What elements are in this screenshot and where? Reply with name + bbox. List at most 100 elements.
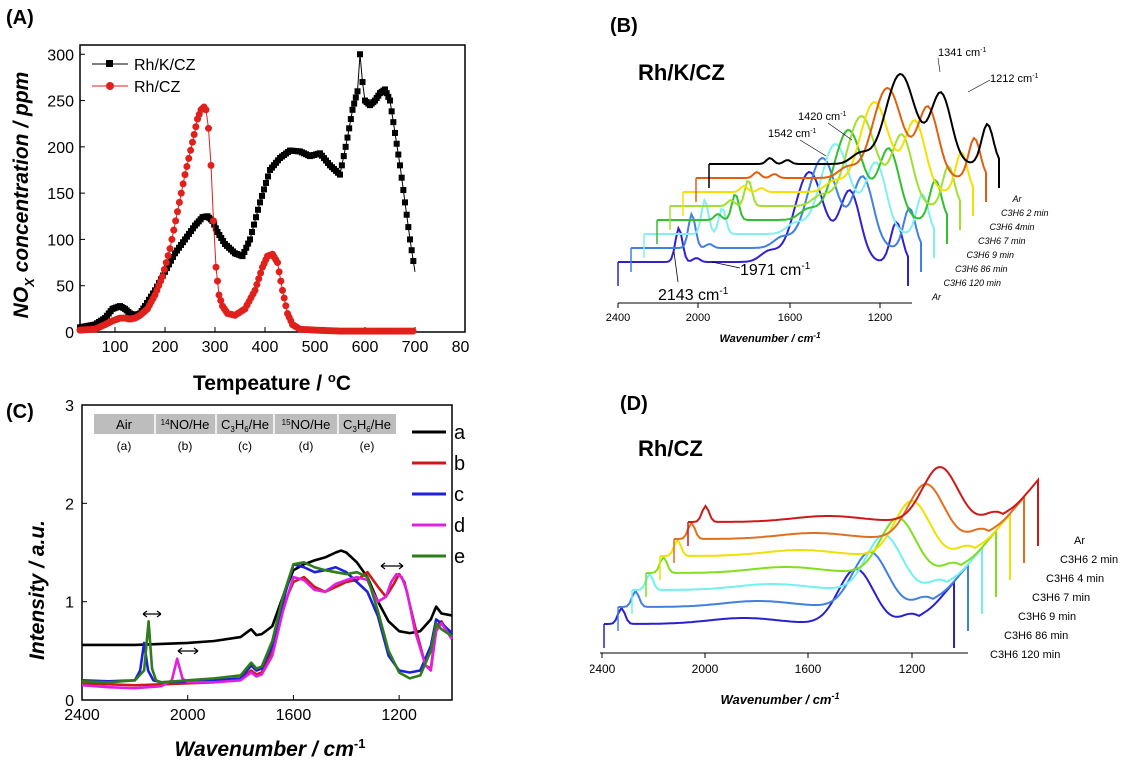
step-b-letter: (b) xyxy=(178,439,193,453)
panel-c-label: (C) xyxy=(6,401,34,423)
panel-a-ytick-label: 0 xyxy=(65,325,74,342)
panel-d-title: Rh/CZ xyxy=(638,436,703,461)
panel-a-ylabel-rest: concentration / ppm xyxy=(10,72,33,279)
panel-a-point-rhkcz xyxy=(397,162,403,169)
panel-a-point-rhcz xyxy=(214,277,221,285)
panel-a-point-rhkcz xyxy=(402,199,408,206)
panel-d-label: (D) xyxy=(620,393,648,415)
panel-c-series-d xyxy=(81,572,454,690)
legend-label-b: b xyxy=(454,453,465,475)
panel-c-xtick-label: 2000 xyxy=(170,707,206,724)
step-a-name: Air xyxy=(116,417,133,432)
panel-b-xtick-label: 2000 xyxy=(686,312,710,324)
panel-b-xtick-label: 1600 xyxy=(778,312,802,324)
panel-c-ticks: 2400 2000 1600 1200 0 1 2 3 xyxy=(64,398,417,724)
panel-a-point-rhcz xyxy=(255,275,263,283)
panel-a-series-line-1 xyxy=(79,106,415,332)
panel-d-curve-6 xyxy=(688,466,1039,546)
panel-a-point-rhcz xyxy=(166,245,174,253)
panel-d-curve-3 xyxy=(646,517,997,597)
panel-a-point-rhkcz xyxy=(347,116,354,123)
panel-b-curve-1 xyxy=(631,156,922,272)
panel-b-curve-5 xyxy=(683,100,974,216)
legend-label-a: a xyxy=(454,422,466,444)
panel-b-ticks: 2400 2000 1600 1200 xyxy=(606,303,892,324)
panel-a-xtick-label: 500 xyxy=(302,339,329,356)
legend-marker-rhkcz xyxy=(106,60,113,67)
panel-a-point-rhkcz xyxy=(354,88,361,95)
panel-a-point-rhcz xyxy=(253,281,261,289)
panel-a-point-rhcz xyxy=(160,266,168,274)
panel-b-title: Rh/K/CZ xyxy=(638,60,725,85)
panel-b-xlabel-sup: -1 xyxy=(813,331,821,340)
panel-a-point-rhkcz xyxy=(359,79,366,86)
panel-b-curve-6 xyxy=(696,86,987,202)
panel-b-series-labels: Ar C3H6 2 min C3H6 4min C3H6 7 min C3H6 9 mi… xyxy=(931,194,1049,302)
panel-d-series-label: C3H6 9 min xyxy=(1018,611,1076,623)
panel-b-curve-7 xyxy=(709,72,1000,188)
panel-a-point-rhcz xyxy=(172,217,180,225)
panel-a-plot-frame xyxy=(79,44,466,333)
panel-a-point-rhcz xyxy=(280,294,288,302)
panel-a-point-rhcz xyxy=(202,106,210,114)
panel-d-series-label: C3H6 120 min xyxy=(990,649,1060,661)
panel-a-xlabel-main: Tempeature / xyxy=(193,372,328,395)
panel-a-point-rhcz xyxy=(177,189,185,197)
panel-a-point-rhkcz xyxy=(392,129,398,136)
panel-a-point-rhcz xyxy=(190,130,198,138)
panel-a-point-rhkcz xyxy=(400,187,407,194)
panel-a-point-rhkcz xyxy=(243,244,250,251)
panel-b-series-label: C3H6 9 min xyxy=(967,250,1015,260)
panel-b-label: (B) xyxy=(610,15,638,37)
step-c-name: C3H6/He xyxy=(221,417,269,434)
panel-a-point-rhkcz xyxy=(337,171,343,178)
panel-a-point-rhcz xyxy=(207,161,215,169)
panel-b-series-label: C3H6 7 min xyxy=(978,236,1026,246)
step-e-letter: (e) xyxy=(360,439,375,453)
panel-a-point-rhkcz xyxy=(255,206,261,213)
panel-d-curve-2 xyxy=(632,534,983,614)
panel-d-series-label: Ar xyxy=(1074,535,1085,547)
panel-a-point-rhcz xyxy=(189,138,196,146)
panel-c-series-a xyxy=(82,549,453,647)
panel-d-chart: (D) Rh/CZ 2400 2000 1600 1200 Wavenumber / … xyxy=(590,393,1118,707)
panel-a-point-rhkcz xyxy=(253,214,259,221)
panel-c-ytick-label: 2 xyxy=(65,496,74,513)
panel-b-series-label: Ar xyxy=(1012,194,1023,204)
panel-d-series-label: C3H6 7 min xyxy=(1032,592,1090,604)
panel-a-point-rhkcz xyxy=(239,253,246,260)
panel-c-ytick-label: 3 xyxy=(65,398,74,415)
panel-a-x-axis-title: Tempeature / oC xyxy=(193,370,351,395)
legend-label-rhcz: Rh/CZ xyxy=(134,79,180,96)
panel-c-xtick-label: 1600 xyxy=(276,707,312,724)
panel-a-point-rhcz xyxy=(159,272,166,280)
panel-d-series-labels: Ar C3H6 2 min C3H6 4 min C3H6 7 min C3H6 9 m… xyxy=(990,535,1118,661)
panel-c-series xyxy=(81,549,454,690)
panel-a-point-rhkcz xyxy=(382,86,388,93)
panel-a-point-rhcz xyxy=(217,297,225,305)
panel-a-point-rhcz xyxy=(210,217,217,225)
panel-b-curve-0 xyxy=(618,170,909,286)
panel-a-point-rhkcz xyxy=(408,247,415,254)
panel-a-xtick-label: 300 xyxy=(202,339,229,356)
panel-a-point-rhcz xyxy=(179,180,187,188)
panel-a-ytick-label: 200 xyxy=(47,140,74,157)
panel-b-x-axis-title: Wavenumber / cm-1 xyxy=(719,331,821,345)
panel-b-annotations: 1341 cm-1 1212 cm-1 1420 cm-1 1542 cm-1 … xyxy=(658,47,1039,304)
panel-b-xtick-label: 1200 xyxy=(868,312,892,324)
shift-arrow-2030 xyxy=(177,647,199,655)
panel-a-point-rhkcz xyxy=(263,179,269,186)
panel-a-xtick-label: 600 xyxy=(352,339,379,356)
panel-d-waterfall xyxy=(603,466,1039,648)
panel-a-point-rhcz xyxy=(170,226,178,234)
panel-a-legend: Rh/K/CZ Rh/CZ xyxy=(92,57,196,96)
panel-a-point-rhkcz xyxy=(170,254,176,261)
panel-a-ytick-label: 250 xyxy=(47,94,74,111)
panel-a-ytick-label: 100 xyxy=(47,232,74,249)
panel-a-point-rhcz xyxy=(251,286,259,294)
panel-d-curve-1 xyxy=(618,551,969,631)
panel-a-point-rhkcz xyxy=(259,192,265,199)
panel-a-ytick-label: 300 xyxy=(47,47,74,64)
legend-label-rhkcz: Rh/K/CZ xyxy=(134,57,196,74)
legend-marker-rhcz xyxy=(106,82,114,90)
